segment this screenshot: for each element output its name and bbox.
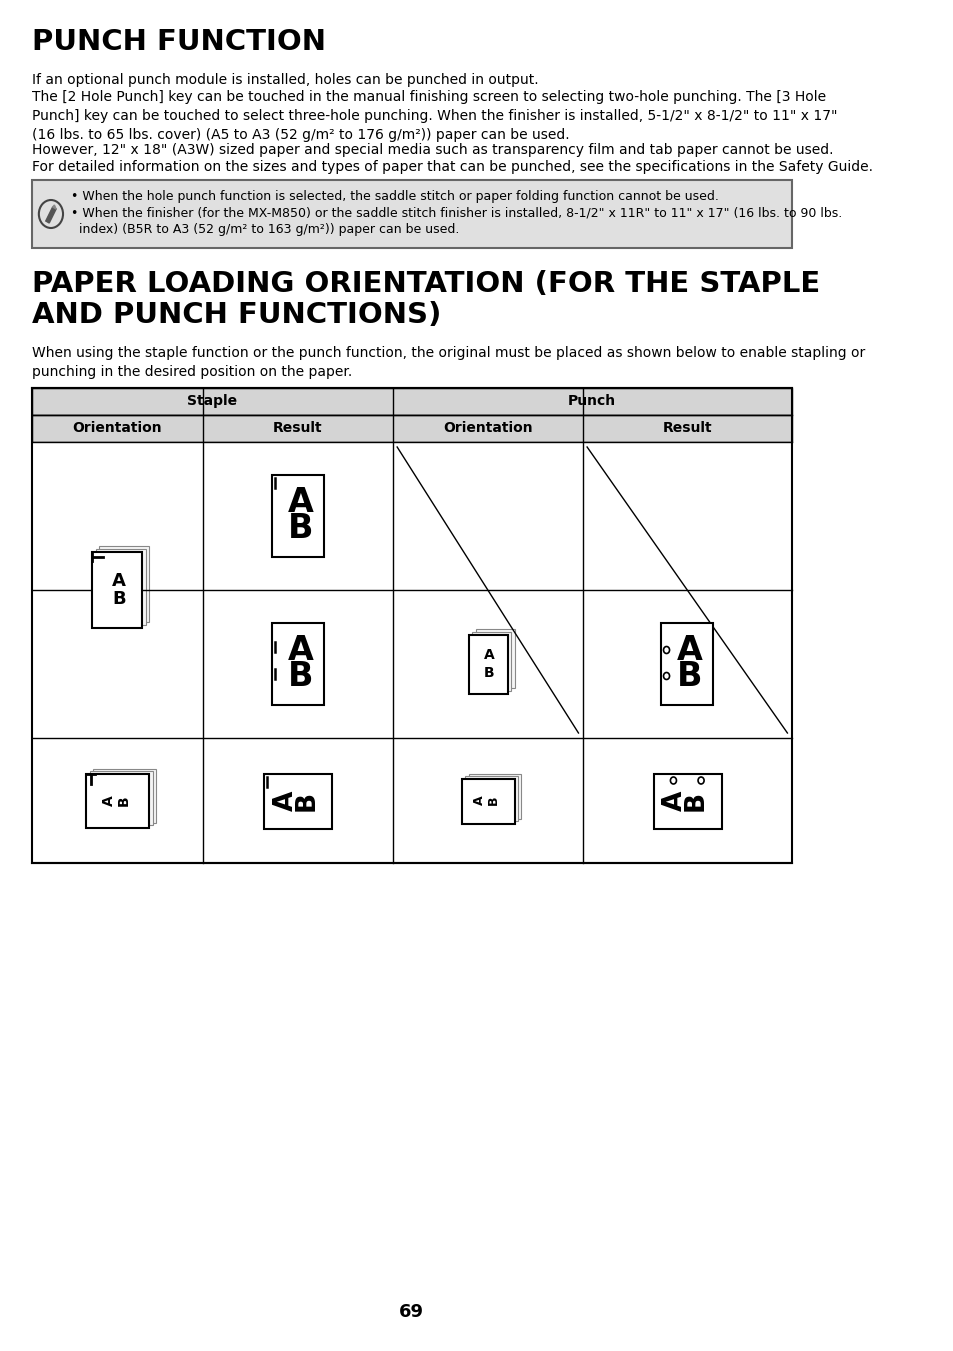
Text: A: A — [677, 634, 702, 666]
Bar — [31, 415, 791, 442]
Text: If an optional punch module is installed, holes can be punched in output.: If an optional punch module is installed… — [31, 73, 538, 86]
Bar — [31, 180, 791, 249]
Text: A: A — [112, 571, 126, 590]
Bar — [92, 553, 142, 628]
Text: A: A — [472, 796, 485, 805]
Polygon shape — [46, 207, 56, 223]
Text: B: B — [288, 512, 313, 544]
Bar — [95, 549, 146, 626]
Text: • When the finisher (for the MX-M850) or the saddle stitch finisher is installed: • When the finisher (for the MX-M850) or… — [71, 205, 841, 235]
Circle shape — [39, 200, 63, 228]
Text: A: A — [102, 796, 115, 807]
Text: Orientation: Orientation — [442, 422, 532, 435]
Bar — [660, 623, 713, 705]
Bar — [272, 476, 323, 557]
Text: • When the hole punch function is selected, the saddle stitch or paper folding f: • When the hole punch function is select… — [71, 190, 718, 203]
Bar — [99, 546, 150, 621]
Text: B: B — [112, 590, 126, 608]
Text: PUNCH FUNCTION: PUNCH FUNCTION — [31, 28, 326, 55]
Bar — [465, 775, 517, 820]
Bar — [272, 623, 323, 705]
Bar — [31, 738, 791, 863]
Text: The [2 Hole Punch] key can be touched in the manual finishing screen to selectin: The [2 Hole Punch] key can be touched in… — [31, 91, 837, 142]
Text: A: A — [484, 648, 495, 662]
Text: B: B — [682, 790, 708, 811]
Text: B: B — [484, 666, 495, 680]
Circle shape — [663, 673, 669, 680]
Circle shape — [698, 777, 703, 784]
Text: When using the staple function or the punch function, the original must be place: When using the staple function or the pu… — [31, 346, 864, 378]
Text: 69: 69 — [399, 1302, 424, 1321]
Text: B: B — [294, 790, 319, 811]
Bar — [476, 630, 514, 688]
Text: Staple: Staple — [187, 394, 237, 408]
Bar — [653, 774, 721, 828]
Bar — [31, 388, 791, 415]
Bar — [468, 774, 521, 819]
Bar — [472, 632, 511, 690]
Bar — [468, 635, 507, 694]
Bar — [264, 774, 332, 828]
Text: B: B — [116, 796, 131, 805]
Circle shape — [663, 647, 669, 654]
Text: PAPER LOADING ORIENTATION (FOR THE STAPLE
AND PUNCH FUNCTIONS): PAPER LOADING ORIENTATION (FOR THE STAPL… — [31, 270, 820, 330]
Text: Punch: Punch — [568, 394, 616, 408]
Text: Orientation: Orientation — [72, 422, 162, 435]
Polygon shape — [52, 205, 56, 209]
Bar — [87, 774, 150, 828]
Text: For detailed information on the sizes and types of paper that can be punched, se: For detailed information on the sizes an… — [31, 159, 872, 174]
Bar — [90, 770, 152, 824]
Bar — [31, 442, 791, 590]
Bar — [93, 769, 156, 823]
Bar — [31, 388, 791, 863]
Text: A: A — [273, 790, 298, 811]
Text: Result: Result — [273, 422, 322, 435]
Circle shape — [670, 777, 676, 784]
Text: B: B — [288, 659, 313, 693]
Text: A: A — [287, 485, 314, 519]
Text: A: A — [661, 790, 687, 811]
Text: B: B — [487, 796, 499, 805]
Text: Result: Result — [661, 422, 711, 435]
Text: A: A — [287, 634, 314, 666]
Bar — [461, 778, 514, 824]
Text: However, 12" x 18" (A3W) sized paper and special media such as transparency film: However, 12" x 18" (A3W) sized paper and… — [31, 143, 833, 157]
Bar — [31, 590, 791, 738]
Text: B: B — [677, 659, 701, 693]
